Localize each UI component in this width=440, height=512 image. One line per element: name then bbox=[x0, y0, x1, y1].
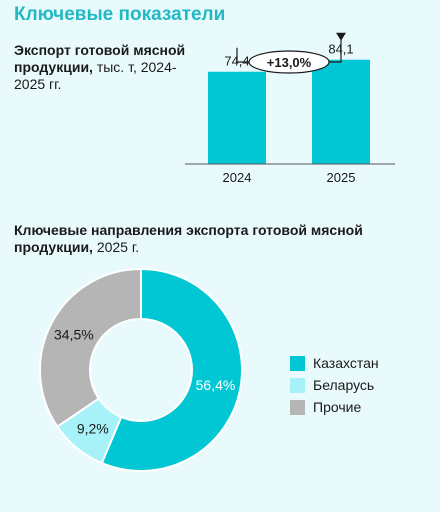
legend-swatch-2 bbox=[290, 377, 305, 393]
growth-arrow-head bbox=[336, 32, 346, 41]
legend-label-1: Казахстан bbox=[313, 355, 379, 371]
bar-chart-title-subtitle: тыс. т, 2024-2025 гг. bbox=[14, 59, 177, 92]
legend-item-3: Прочие bbox=[290, 396, 379, 418]
legend-label-2: Беларусь bbox=[313, 377, 375, 393]
donut-chart-title-subtitle: 2025 г. bbox=[96, 239, 140, 255]
donut-slice-3 bbox=[39, 267, 142, 428]
donut-value-label-2: 9,2% bbox=[77, 421, 109, 437]
legend-swatch-3 bbox=[290, 399, 305, 415]
legend-item-1: Казахстан bbox=[290, 352, 379, 374]
donut-value-label-1: 56,4% bbox=[196, 377, 236, 393]
bar-chart-title: Экспорт готовой мясной продукции, тыс. т… bbox=[14, 42, 204, 93]
x-tick-label-2024: 2024 bbox=[223, 170, 252, 185]
donut-value-label-3: 34,5% bbox=[54, 326, 94, 342]
donut-chart-title-bold: Ключевые направления экспорта готовой мя… bbox=[14, 222, 363, 255]
x-tick-label-2025: 2025 bbox=[327, 170, 356, 185]
bar-2025 bbox=[312, 59, 370, 164]
donut-slice-1 bbox=[100, 267, 243, 472]
donut-chart-title: Ключевые направления экспорта готовой мя… bbox=[14, 222, 394, 256]
growth-annotation-label: +13,0% bbox=[267, 55, 312, 70]
bar-chart-title-bold: Экспорт готовой мясной продукции, bbox=[14, 42, 186, 75]
legend-label-3: Прочие bbox=[313, 399, 362, 415]
page-title: Ключевые показатели bbox=[14, 4, 226, 25]
growth-annotation-badge bbox=[248, 50, 330, 74]
donut-chart: 56,4% 9,2% 34,5% bbox=[39, 267, 243, 472]
donut-legend: Казахстан Беларусь Прочие bbox=[290, 352, 379, 418]
bar-2024 bbox=[208, 71, 266, 164]
legend-swatch-1 bbox=[290, 355, 305, 371]
legend-item-2: Беларусь bbox=[290, 374, 379, 396]
